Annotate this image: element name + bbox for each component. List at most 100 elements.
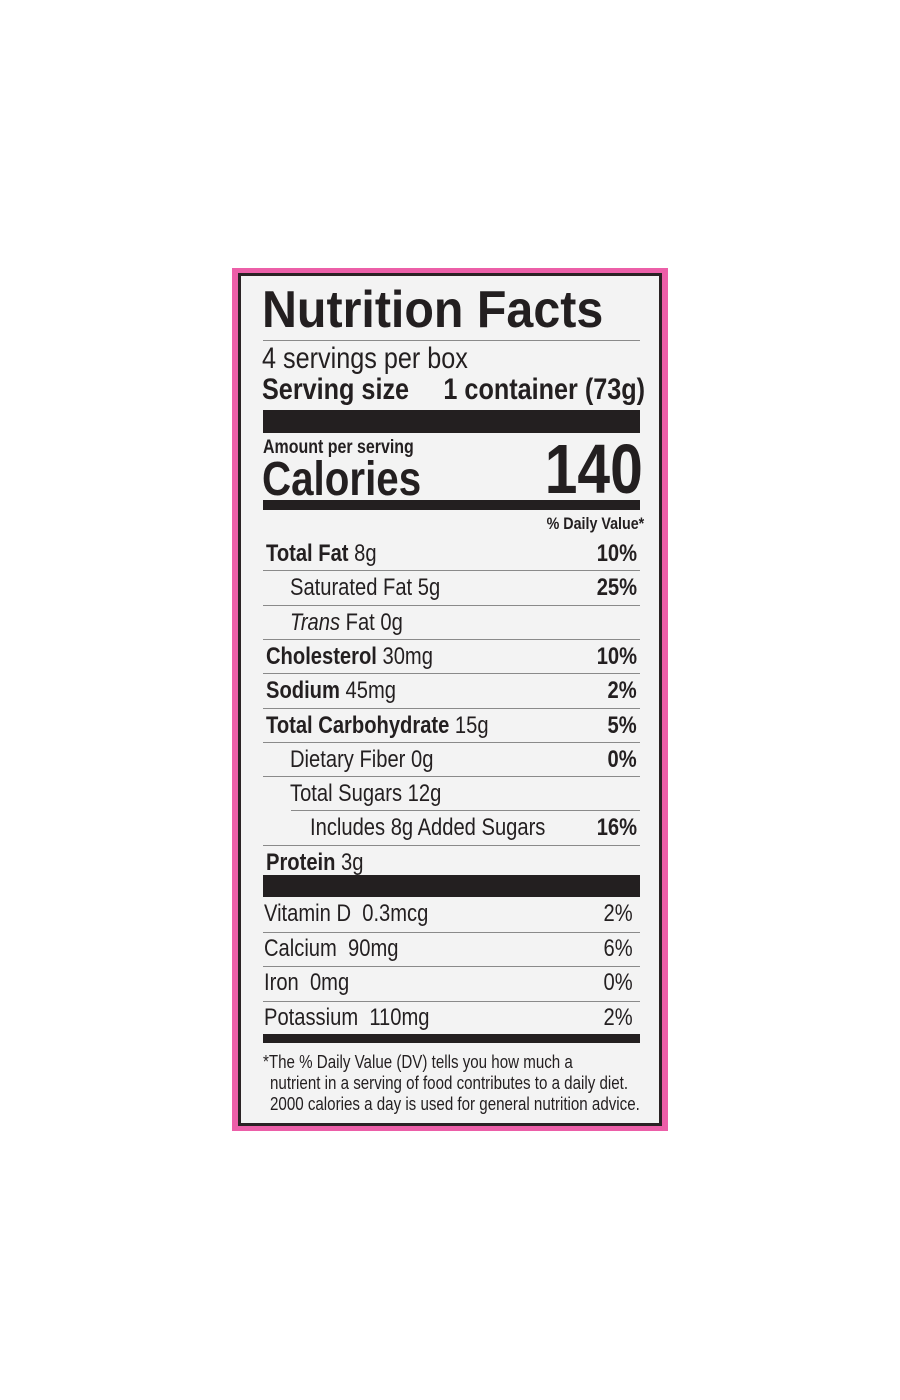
thick-divider bbox=[263, 875, 640, 897]
vitamin-name: Potassium bbox=[264, 1003, 359, 1031]
nutrient-row: Includes 8g Added Sugars 16% bbox=[263, 810, 640, 844]
nutrient-name: Protein bbox=[266, 848, 336, 876]
vitamin-amount: 0.3mcg bbox=[362, 900, 429, 927]
nutrient-amount: 12g bbox=[407, 780, 442, 808]
label-title: Nutrition Facts bbox=[262, 284, 629, 336]
footnote-line: *The % Daily Value (DV) tells you how mu… bbox=[263, 1052, 573, 1072]
vitamin-daily-value: 2% bbox=[598, 1003, 633, 1031]
vitamin-daily-value: 0% bbox=[598, 970, 633, 996]
divider bbox=[263, 741, 640, 743]
nutrient-row: Dietary Fiber 0g 0% bbox=[263, 741, 640, 776]
nutrient-name: Total Carbohydrate bbox=[266, 711, 450, 739]
nutrient-name: Saturated Fat bbox=[290, 574, 413, 602]
vitamin-amount: 90mg bbox=[348, 934, 399, 962]
divider bbox=[263, 931, 640, 933]
vitamin-label: Iron 0mg bbox=[264, 970, 365, 996]
nutrient-label: Includes 8g Added Sugars bbox=[310, 815, 590, 841]
vitamin-dv-text: 2% bbox=[603, 1003, 633, 1031]
servings-text: 4 servings per box bbox=[262, 342, 468, 375]
footnote: *The % Daily Value (DV) tells you how mu… bbox=[263, 1052, 710, 1115]
nutrient-daily-value: 5% bbox=[607, 711, 637, 739]
divider bbox=[263, 340, 640, 341]
divider bbox=[263, 604, 640, 606]
vitamin-row: Vitamin D 0.3mcg 2% bbox=[263, 897, 633, 931]
nutrient-name-suffix: Fat bbox=[345, 608, 375, 636]
divider bbox=[263, 707, 640, 709]
medium-divider bbox=[263, 500, 640, 510]
vitamin-label: Vitamin D 0.3mcg bbox=[264, 901, 460, 927]
nutrient-row: Total Carbohydrate 15g 5% bbox=[263, 707, 640, 742]
serving-size-label: Serving size bbox=[262, 375, 437, 405]
nutrient-daily-value: 0% bbox=[607, 745, 637, 773]
nutrient-name: Sodium bbox=[266, 677, 340, 705]
nutrient-label: Protein 3g bbox=[266, 848, 382, 876]
nutrient-name: Trans bbox=[290, 608, 341, 636]
footnote-line: nutrient in a serving of food contribute… bbox=[270, 1073, 629, 1093]
vitamin-label: Potassium 110mg bbox=[264, 1003, 461, 1031]
nutrient-name: Dietary Fiber bbox=[290, 745, 406, 773]
vitamin-dv-text: 2% bbox=[603, 900, 633, 927]
nutrient-daily-value: 10% bbox=[596, 642, 637, 670]
daily-value: 10% bbox=[589, 541, 637, 567]
serving-size-label-text: Serving size bbox=[262, 373, 410, 406]
vitamin-row: Potassium 110mg 2% bbox=[263, 1000, 640, 1035]
nutrient-amount: 0g bbox=[410, 745, 434, 773]
nutrient-name: Includes 8g Added Sugars bbox=[310, 814, 546, 842]
nutrient-amount: 45mg bbox=[345, 677, 396, 705]
vitamin-dv-text: 0% bbox=[603, 969, 633, 996]
nutrient-row: Sodium 45mg 2% bbox=[263, 673, 640, 707]
daily-value: 25% bbox=[589, 575, 637, 601]
nutrient-amount: 5g bbox=[417, 574, 441, 602]
vitamin-name: Calcium bbox=[264, 934, 337, 962]
daily-value: 0% bbox=[602, 745, 637, 773]
nutrient-amount: 8g bbox=[354, 540, 377, 567]
calories-value-text: 140 bbox=[544, 430, 643, 508]
daily-value: 16% bbox=[589, 815, 637, 841]
nutrient-label: Cholesterol 30mg bbox=[266, 642, 465, 670]
thick-divider bbox=[263, 410, 640, 433]
nutrient-label: Total Carbohydrate 15g bbox=[266, 711, 531, 739]
daily-value: 2% bbox=[602, 678, 637, 704]
daily-value: 10% bbox=[589, 642, 637, 670]
divider bbox=[291, 810, 640, 812]
vitamin-dv-text: 6% bbox=[603, 934, 633, 962]
nutrient-row: Total Sugars 12g bbox=[263, 776, 640, 810]
serving-size-value: 1 container (73g) bbox=[405, 375, 645, 405]
vitamin-daily-value: 2% bbox=[598, 901, 633, 927]
divider bbox=[263, 966, 640, 967]
title-text: Nutrition Facts bbox=[262, 281, 604, 339]
vitamin-name: Iron bbox=[264, 969, 299, 996]
serving-size-value-text: 1 container (73g) bbox=[443, 373, 645, 406]
nutrient-label: Saturated Fat 5g bbox=[290, 575, 469, 601]
divider bbox=[263, 844, 640, 846]
vitamin-name: Vitamin D bbox=[264, 900, 352, 927]
divider bbox=[263, 570, 640, 572]
nutrient-label: Sodium 45mg bbox=[266, 678, 421, 704]
footnote-line: 2000 calories a day is used for general … bbox=[270, 1094, 640, 1114]
vitamin-amount: 110mg bbox=[369, 1003, 430, 1031]
servings-per-container: 4 servings per box bbox=[262, 344, 507, 374]
vitamin-label: Calcium 90mg bbox=[264, 934, 424, 962]
vitamin-daily-value: 6% bbox=[598, 934, 633, 962]
nutrient-row: Cholesterol 30mg 10% bbox=[263, 638, 640, 673]
daily-value: 5% bbox=[602, 711, 637, 739]
nutrient-row: Total Fat 8g 10% bbox=[263, 536, 637, 570]
nutrient-row: Trans Fat 0g bbox=[263, 604, 640, 639]
nutrient-daily-value: 25% bbox=[596, 574, 637, 602]
nutrient-name: Total Fat bbox=[266, 540, 349, 567]
medium-divider bbox=[263, 1034, 640, 1043]
nutrient-label: Dietary Fiber 0g bbox=[290, 745, 461, 773]
nutrient-label: Total Fat 8g bbox=[266, 541, 398, 567]
nutrient-amount: 15g bbox=[454, 711, 489, 739]
nutrient-amount: 3g bbox=[341, 848, 364, 876]
vitamin-amount: 0mg bbox=[309, 969, 350, 996]
nutrient-row: Saturated Fat 5g 25% bbox=[263, 570, 640, 604]
divider bbox=[263, 638, 640, 640]
nutrient-label: Total Sugars 12g bbox=[290, 781, 470, 807]
nutrient-amount: 30mg bbox=[382, 642, 433, 670]
amount-text: Amount per serving bbox=[263, 437, 414, 458]
nutrient-daily-value: 16% bbox=[596, 814, 637, 842]
calories-label: Calories bbox=[262, 456, 451, 504]
vitamin-row: Iron 0mg 0% bbox=[263, 966, 640, 1000]
vitamin-row: Calcium 90mg 6% bbox=[263, 931, 640, 966]
